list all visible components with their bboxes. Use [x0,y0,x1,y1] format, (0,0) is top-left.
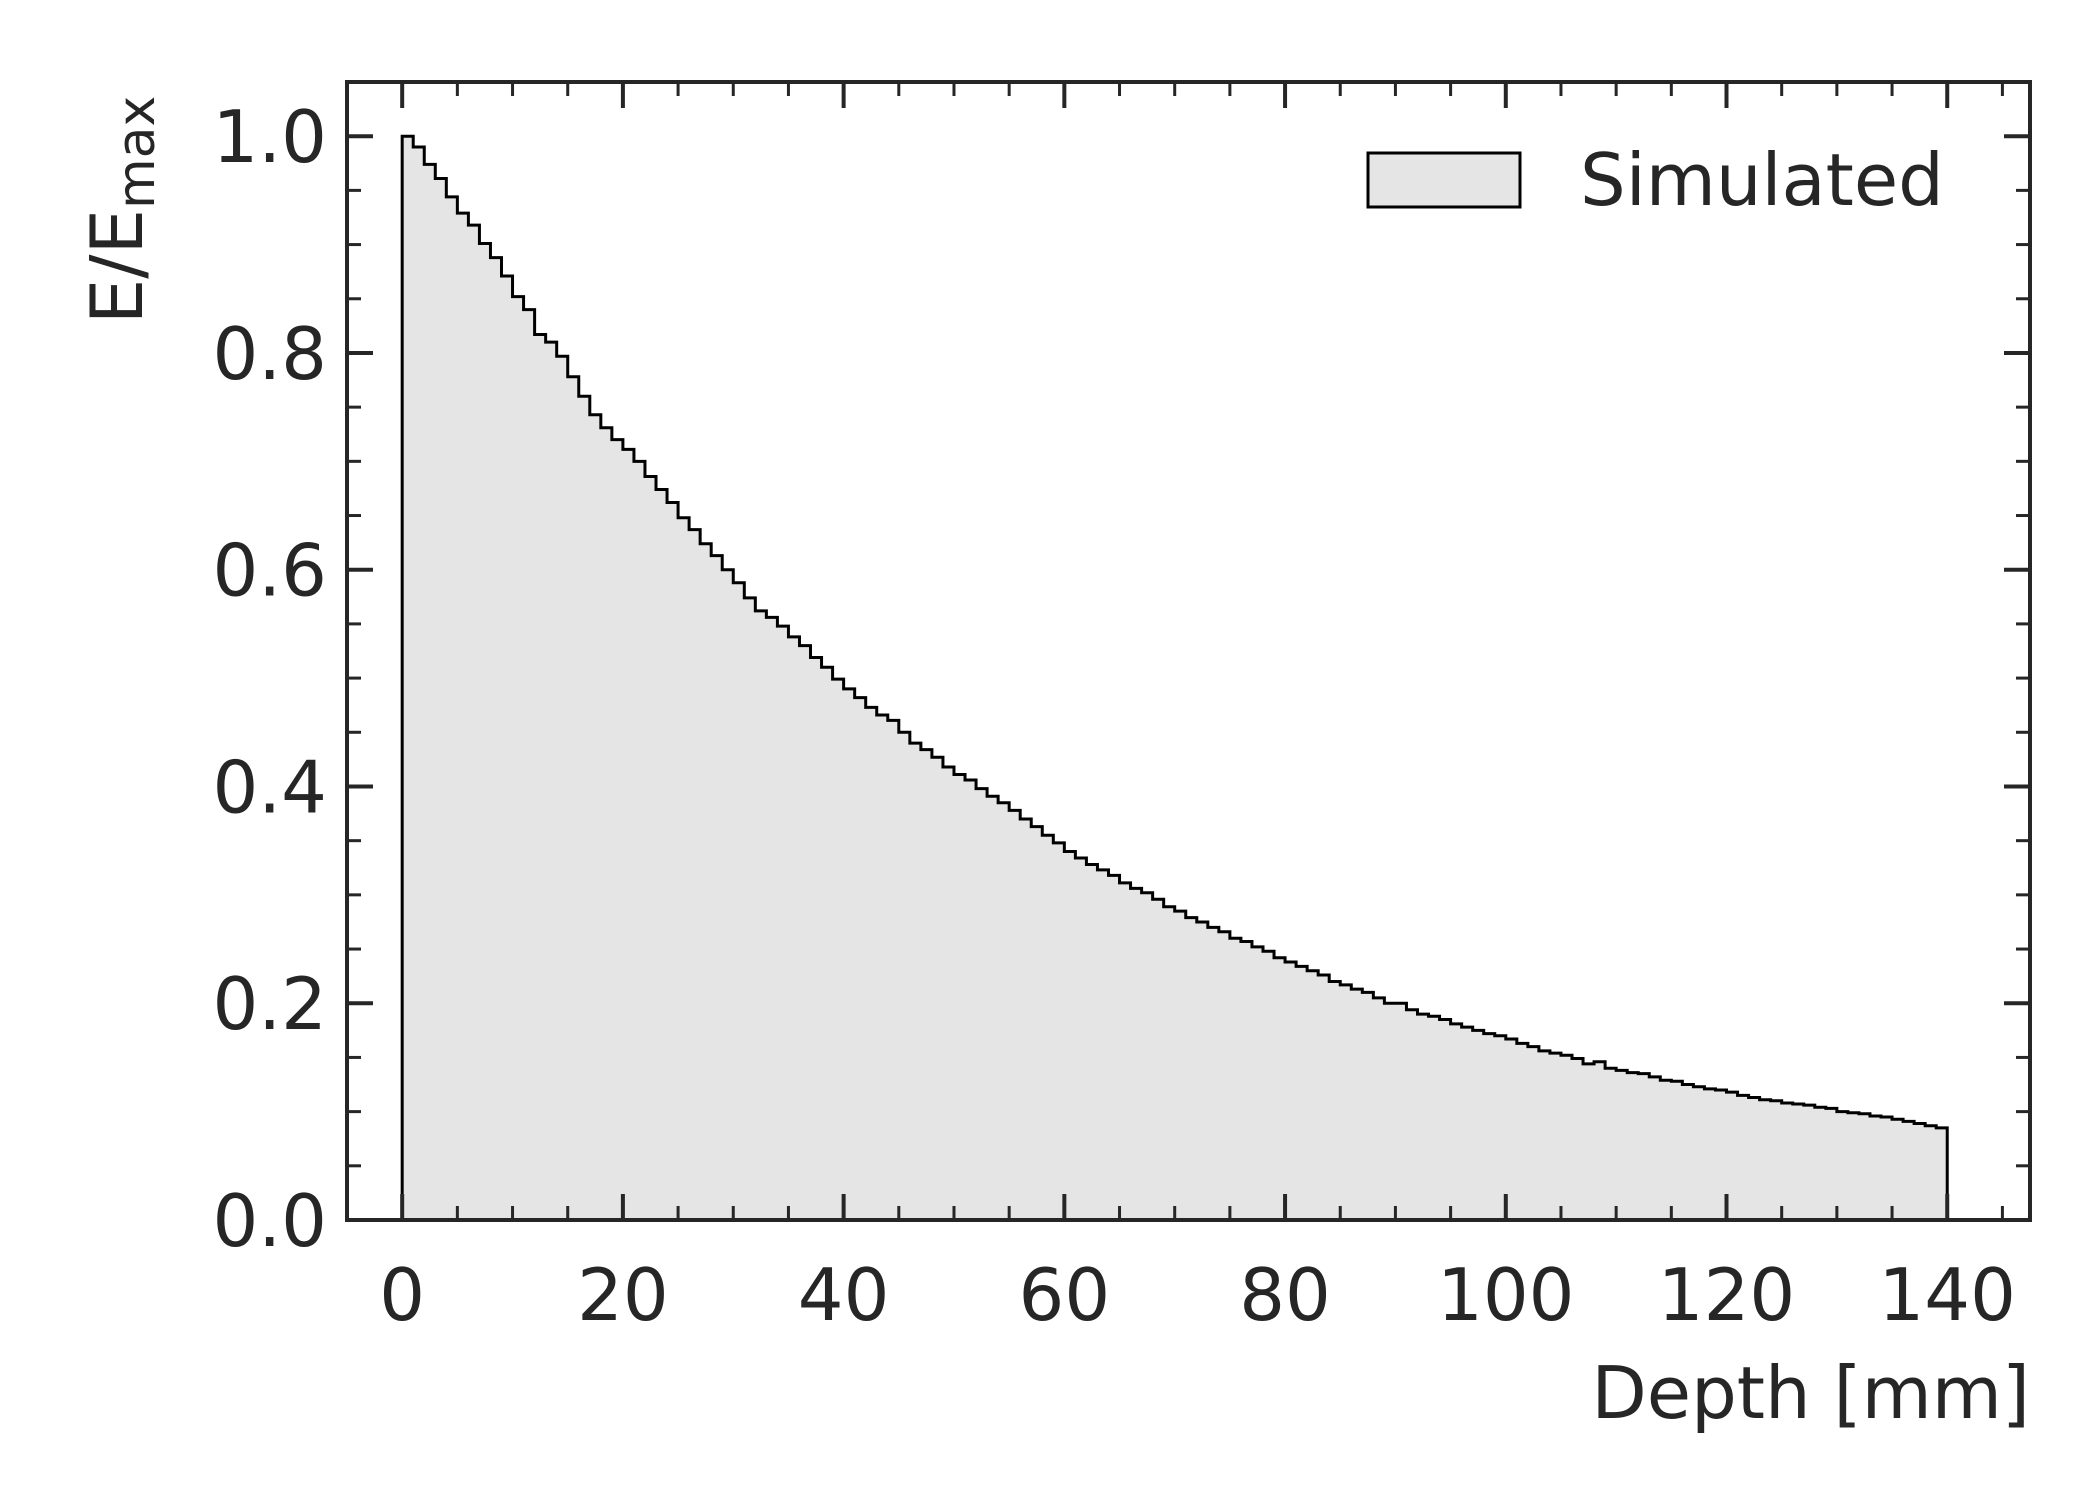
legend: Simulated [1366,138,1944,222]
y-tick-label: 0.8 [212,312,327,396]
y-axis-label-main: E/E [75,209,159,324]
y-axis-label-subscript: max [107,96,167,209]
y-tick-label: 1.0 [212,95,327,179]
y-tick-label: 0.4 [212,745,327,829]
x-tick-label: 20 [577,1253,669,1337]
y-tick-label: 0.0 [212,1179,327,1263]
x-tick-label: 0 [379,1253,425,1337]
x-axis-label: Depth [mm] [1591,1351,2030,1435]
x-tick-label: 80 [1239,1253,1331,1337]
legend-label-simulated: Simulated [1580,138,1944,222]
histogram-layer [400,134,1949,1222]
x-tick-label: 120 [1658,1253,1795,1337]
tick-marks [345,80,2030,1222]
plot-frame [345,80,2032,1222]
x-tick-label: 100 [1437,1253,1574,1337]
histogram-simulated [400,134,1949,1222]
y-tick-labels: 0.0 0.2 0.4 0.6 0.8 1.0 [212,95,327,1263]
x-tick-label: 60 [1019,1253,1111,1337]
x-tick-labels: 0 20 40 60 80 100 120 140 [379,1253,2016,1337]
x-tick-label: 140 [1879,1253,2016,1337]
x-tick-label: 40 [798,1253,890,1337]
legend-swatch-simulated [1366,151,1522,209]
y-tick-label: 0.2 [212,962,327,1046]
y-axis-label: E/Emax [75,96,167,325]
y-tick-label: 0.6 [212,529,327,613]
